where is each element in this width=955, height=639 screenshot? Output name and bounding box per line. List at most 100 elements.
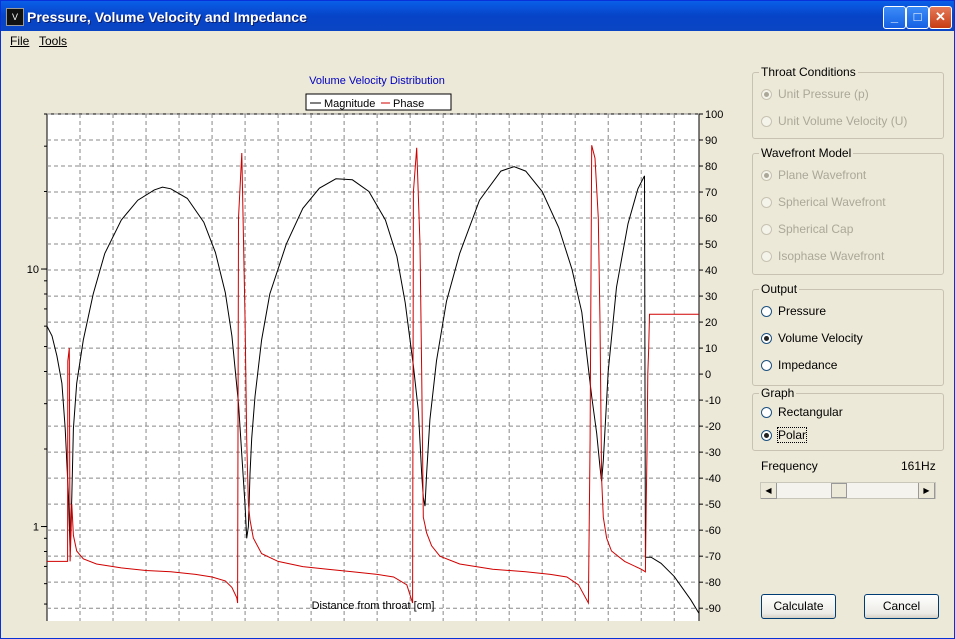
y-right-tick-label: -60 (705, 525, 721, 537)
series-phase (47, 145, 699, 605)
cancel-button[interactable]: Cancel (864, 594, 939, 619)
y-right-tick-label: 10 (705, 343, 717, 355)
radio-dot-icon (761, 306, 772, 317)
radio-plane-wavefront[interactable]: Plane Wavefront (761, 168, 866, 184)
menu-tools-label: Tools (39, 34, 68, 48)
radio-polar[interactable]: Polar (761, 427, 808, 444)
y-right-tick-label: -30 (705, 447, 721, 459)
series-magnitude (46, 166, 700, 614)
legend-magnitude: Magnitude (324, 98, 375, 110)
y-right-tick-label: 20 (705, 317, 717, 329)
menu-tools[interactable]: Tools (39, 34, 67, 48)
y-right-tick-label: 90 (705, 135, 717, 147)
radio-plane-wavefront-label: Plane Wavefront (778, 168, 867, 182)
radio-polar-label: Polar (776, 427, 808, 443)
y-right-tick-label: 30 (705, 291, 717, 303)
y-right-tick-label: -50 (705, 499, 721, 511)
menu-file[interactable]: File (10, 34, 29, 48)
y-right-tick-label: 80 (705, 161, 717, 173)
frequency-slider[interactable]: ◀ ▶ (760, 482, 936, 499)
wavefront-model-label: Wavefront Model (759, 146, 854, 160)
y-right-tick-label: 60 (705, 213, 717, 225)
throat-conditions-label: Throat Conditions (759, 65, 858, 79)
graph-group: Graph Rectangular Polar (752, 386, 944, 451)
app-icon[interactable]: V (6, 8, 24, 26)
radio-pressure-label: Pressure (778, 304, 827, 318)
radio-unit-volume-velocity-label: Unit Volume Velocity (U) (778, 114, 908, 128)
radio-pressure[interactable]: Pressure (761, 304, 826, 320)
legend-box (305, 93, 452, 111)
close-icon: ✕ (935, 9, 946, 24)
grid (47, 113, 699, 629)
legend: Magnitude Phase (305, 93, 452, 111)
minimize-button[interactable]: _ (883, 6, 906, 29)
radio-unit-pressure-label: Unit Pressure (p) (778, 87, 869, 101)
y-right-tick-label: 0 (705, 369, 711, 381)
arrow-right-icon: ▶ (923, 486, 930, 495)
radio-dot-icon (761, 360, 772, 371)
volume-velocity-chart: Volume Velocity Distribution Magnitude P… (27, 75, 724, 638)
y-right-tick-label: 50 (705, 239, 717, 251)
radio-volume-velocity-label: Volume Velocity (778, 331, 863, 345)
radio-spherical-cap-label: Spherical Cap (778, 222, 854, 236)
chart-panel: Volume Velocity Distribution Magnitude P… (1, 51, 741, 638)
radio-isophase-wavefront-label: Isophase Wavefront (778, 249, 885, 263)
chart-title: Volume Velocity Distribution (309, 75, 445, 87)
radio-dot-icon (761, 170, 772, 181)
wavefront-model-group: Wavefront Model Plane Wavefront Spherica… (752, 146, 944, 275)
output-label: Output (759, 282, 800, 296)
frequency-label: Frequency (761, 459, 818, 473)
radio-dot-icon (761, 224, 772, 235)
y-axis-right: 1009080706050403020100-10-20-30-40-50-60… (699, 109, 723, 615)
radio-dot-icon (761, 197, 772, 208)
radio-volume-velocity[interactable]: Volume Velocity (761, 331, 863, 347)
radio-dot-icon (761, 430, 772, 441)
y-right-tick-label: -90 (705, 603, 721, 615)
plot-area (46, 113, 700, 630)
scroll-right-button[interactable]: ▶ (918, 483, 935, 499)
radio-dot-icon (761, 407, 772, 418)
radio-dot-icon (761, 333, 772, 344)
radio-impedance-label: Impedance (778, 358, 838, 372)
menu-file-label: File (10, 34, 30, 48)
x-axis-label: Distance from throat [cm] (312, 600, 435, 612)
y-right-tick-label: 100 (705, 109, 723, 121)
y-left-tick-label: 10 (27, 264, 39, 276)
radio-dot-icon (761, 89, 772, 100)
y-right-tick-label: -20 (705, 421, 721, 433)
radio-impedance[interactable]: Impedance (761, 358, 837, 374)
y-right-tick-label: -10 (705, 395, 721, 407)
y-right-tick-label: 40 (705, 265, 717, 277)
window-title: Pressure, Volume Velocity and Impedance (27, 9, 307, 25)
y-right-tick-label: 70 (705, 187, 717, 199)
radio-isophase-wavefront[interactable]: Isophase Wavefront (761, 249, 884, 265)
radio-spherical-cap[interactable]: Spherical Cap (761, 222, 853, 238)
maximize-button[interactable]: □ (906, 6, 929, 29)
maximize-icon: □ (913, 9, 922, 24)
y-right-tick-label: -80 (705, 577, 721, 589)
radio-rectangular[interactable]: Rectangular (761, 405, 843, 421)
y-axis-left: 1 10 (27, 113, 47, 630)
close-button[interactable]: ✕ (929, 6, 952, 29)
radio-unit-volume-velocity[interactable]: Unit Volume Velocity (U) (761, 114, 907, 130)
radio-rectangular-label: Rectangular (778, 405, 843, 419)
frequency-value: 161Hz (901, 459, 936, 473)
calculate-button[interactable]: Calculate (761, 594, 836, 619)
radio-spherical-wavefront[interactable]: Spherical Wavefront (761, 195, 886, 211)
slider-thumb[interactable] (831, 483, 847, 498)
menu-bar: File Tools (1, 31, 954, 50)
series-group (46, 145, 700, 614)
y-right-tick-label: -70 (705, 551, 721, 563)
legend-phase: Phase (393, 98, 424, 110)
title-bar[interactable]: V Pressure, Volume Velocity and Impedanc… (1, 1, 954, 31)
output-group: Output Pressure Volume Velocity Impedanc… (752, 282, 944, 386)
throat-conditions-group: Throat Conditions Unit Pressure (p) Unit… (752, 65, 944, 139)
y-right-tick-label: -40 (705, 473, 721, 485)
radio-dot-icon (761, 116, 772, 127)
radio-dot-icon (761, 251, 772, 262)
scroll-left-button[interactable]: ◀ (761, 483, 777, 499)
radio-spherical-wavefront-label: Spherical Wavefront (778, 195, 886, 209)
graph-label: Graph (759, 386, 797, 400)
radio-unit-pressure[interactable]: Unit Pressure (p) (761, 87, 869, 103)
